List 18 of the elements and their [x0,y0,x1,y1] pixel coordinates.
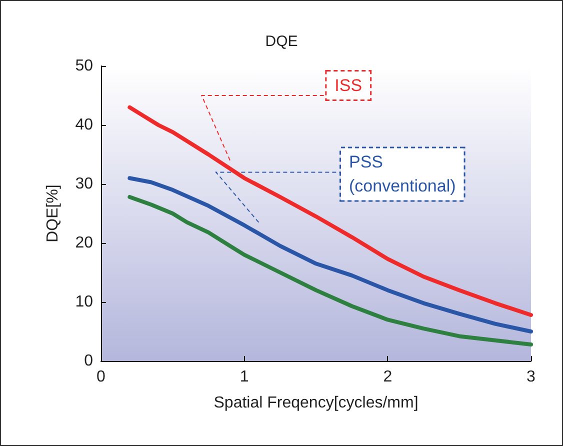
text: ISS [334,76,362,95]
line-series [128,194,533,346]
chart-title: DQE [265,33,298,50]
x-tick-label: 2 [383,368,392,386]
y-tick-label: 20 [75,234,94,252]
y-tick-label: 30 [75,176,94,192]
x-tick-label: 3 [526,368,536,386]
x-tick-label: 0 [96,368,106,386]
x-tick-label: 1 [240,368,249,386]
x-axis-title: Spatial Freqency[cycles/mm] [214,394,418,412]
text: PSS (conventional) [349,152,456,196]
y-tick-label: 10 [75,294,94,310]
y-tick-label: 40 [75,116,94,134]
line-series [128,105,533,317]
y-tick-label: 50 [75,58,94,74]
y-axis-title: DQE[%] [44,184,62,242]
line-series [128,176,533,334]
y-tick-label: 0 [84,352,94,370]
